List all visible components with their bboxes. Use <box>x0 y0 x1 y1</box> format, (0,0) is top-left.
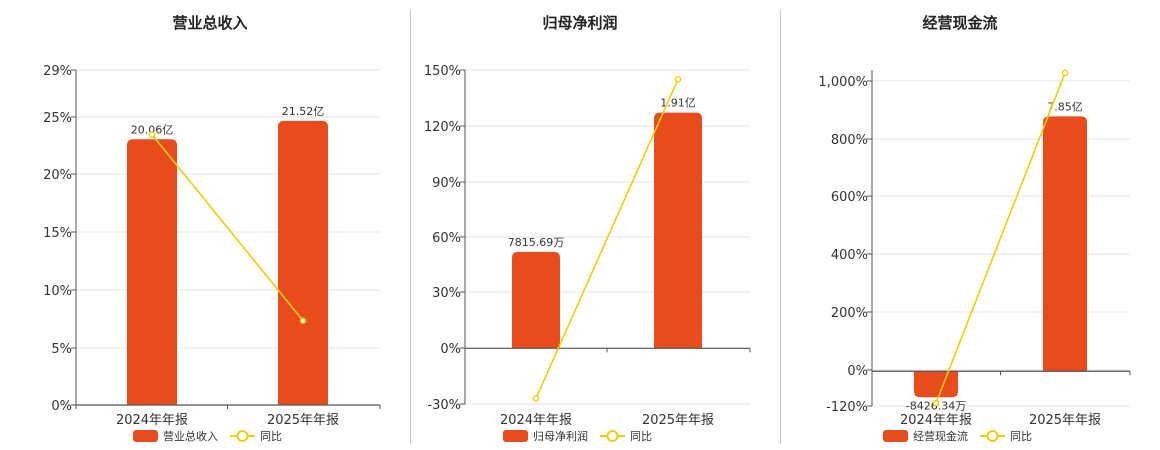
bar-value-label: 20.06亿 <box>131 123 174 136</box>
legend-swatch-bar <box>883 430 908 442</box>
y-tick-label: 10% <box>43 284 72 299</box>
x-tick-label: 2024年年报 <box>500 413 572 428</box>
x-tick-label: 2024年年报 <box>900 413 972 428</box>
panel-divider <box>410 10 411 444</box>
y-tick-label: 0% <box>847 364 868 379</box>
yoy-point <box>532 395 540 402</box>
y-tick-label: 60% <box>432 231 461 246</box>
legend-label: 同比 <box>260 430 282 443</box>
bar <box>654 112 702 349</box>
legend-label: 归母净利润 <box>533 429 588 443</box>
bar-value-label: 7.85亿 <box>1047 100 1083 113</box>
yoy-line <box>151 134 304 322</box>
legend-label: 营业总收入 <box>163 429 218 443</box>
bar <box>914 371 958 398</box>
x-tick-label: 2025年年报 <box>1029 413 1101 428</box>
x-tick-label: 2025年年报 <box>267 413 339 428</box>
bar <box>512 251 560 349</box>
y-tick-label: 90% <box>432 176 461 191</box>
yoy-line <box>935 72 1066 404</box>
x-tick-label: 2025年年报 <box>642 413 714 428</box>
y-tick-label: -120% <box>826 400 868 415</box>
chart-title: 经营现金流 <box>922 14 997 32</box>
yoy-line <box>535 78 679 399</box>
y-tick-label: 400% <box>831 248 868 263</box>
legend-swatch-bar <box>133 430 158 442</box>
yoy-point <box>1061 69 1069 77</box>
y-tick-label: 1,000% <box>818 75 868 90</box>
y-tick-label: 120% <box>424 120 461 135</box>
bar-value-label: 7815.69万 <box>508 236 565 249</box>
yoy-point <box>674 75 682 83</box>
chart-panel-3: 经营现金流-120%0%200%400%600%800%1,000%-8426.… <box>818 14 1131 443</box>
panel-divider <box>780 10 781 444</box>
chart-title: 归母净利润 <box>542 14 617 32</box>
y-tick-label: 29% <box>43 64 72 79</box>
x-tick-label: 2024年年报 <box>116 413 188 428</box>
bar <box>127 139 177 405</box>
legend-swatch-marker <box>236 430 249 442</box>
legend-swatch-marker <box>986 430 999 442</box>
y-tick-label: 800% <box>831 133 868 148</box>
legend-label: 同比 <box>630 430 652 443</box>
bar-value-label: 21.52亿 <box>282 105 325 118</box>
legend-swatch-marker <box>606 430 619 442</box>
legend-label: 经营现金流 <box>913 429 968 443</box>
y-tick-label: 200% <box>831 306 868 321</box>
chart-panel-2: 归母净利润-30%0%30%60%90%120%150%7815.69万1.91… <box>424 14 751 443</box>
y-tick-label: -30% <box>427 398 461 413</box>
y-tick-label: 0% <box>440 342 461 357</box>
y-tick-label: 25% <box>43 111 72 126</box>
y-tick-label: 150% <box>424 64 461 79</box>
chart-panel-1: 营业总收入 0% 5% 10% 15% 20% 25% 29% 20.06亿 21.52亿 2024… <box>43 14 381 443</box>
y-tick-label: 600% <box>831 190 868 205</box>
y-tick-label: 20% <box>43 168 72 183</box>
yoy-point <box>299 317 307 324</box>
bar <box>278 120 328 406</box>
y-tick-label: 0% <box>51 399 72 414</box>
bar <box>1043 116 1087 372</box>
chart-title: 营业总收入 <box>172 14 247 32</box>
yoy-point <box>932 399 940 407</box>
y-tick-label: 15% <box>43 226 72 241</box>
y-tick-label: 30% <box>432 286 461 301</box>
legend-swatch-bar <box>503 430 528 442</box>
legend-label: 同比 <box>1010 430 1032 443</box>
y-tick-label: 5% <box>51 342 72 357</box>
yoy-point <box>148 131 156 138</box>
